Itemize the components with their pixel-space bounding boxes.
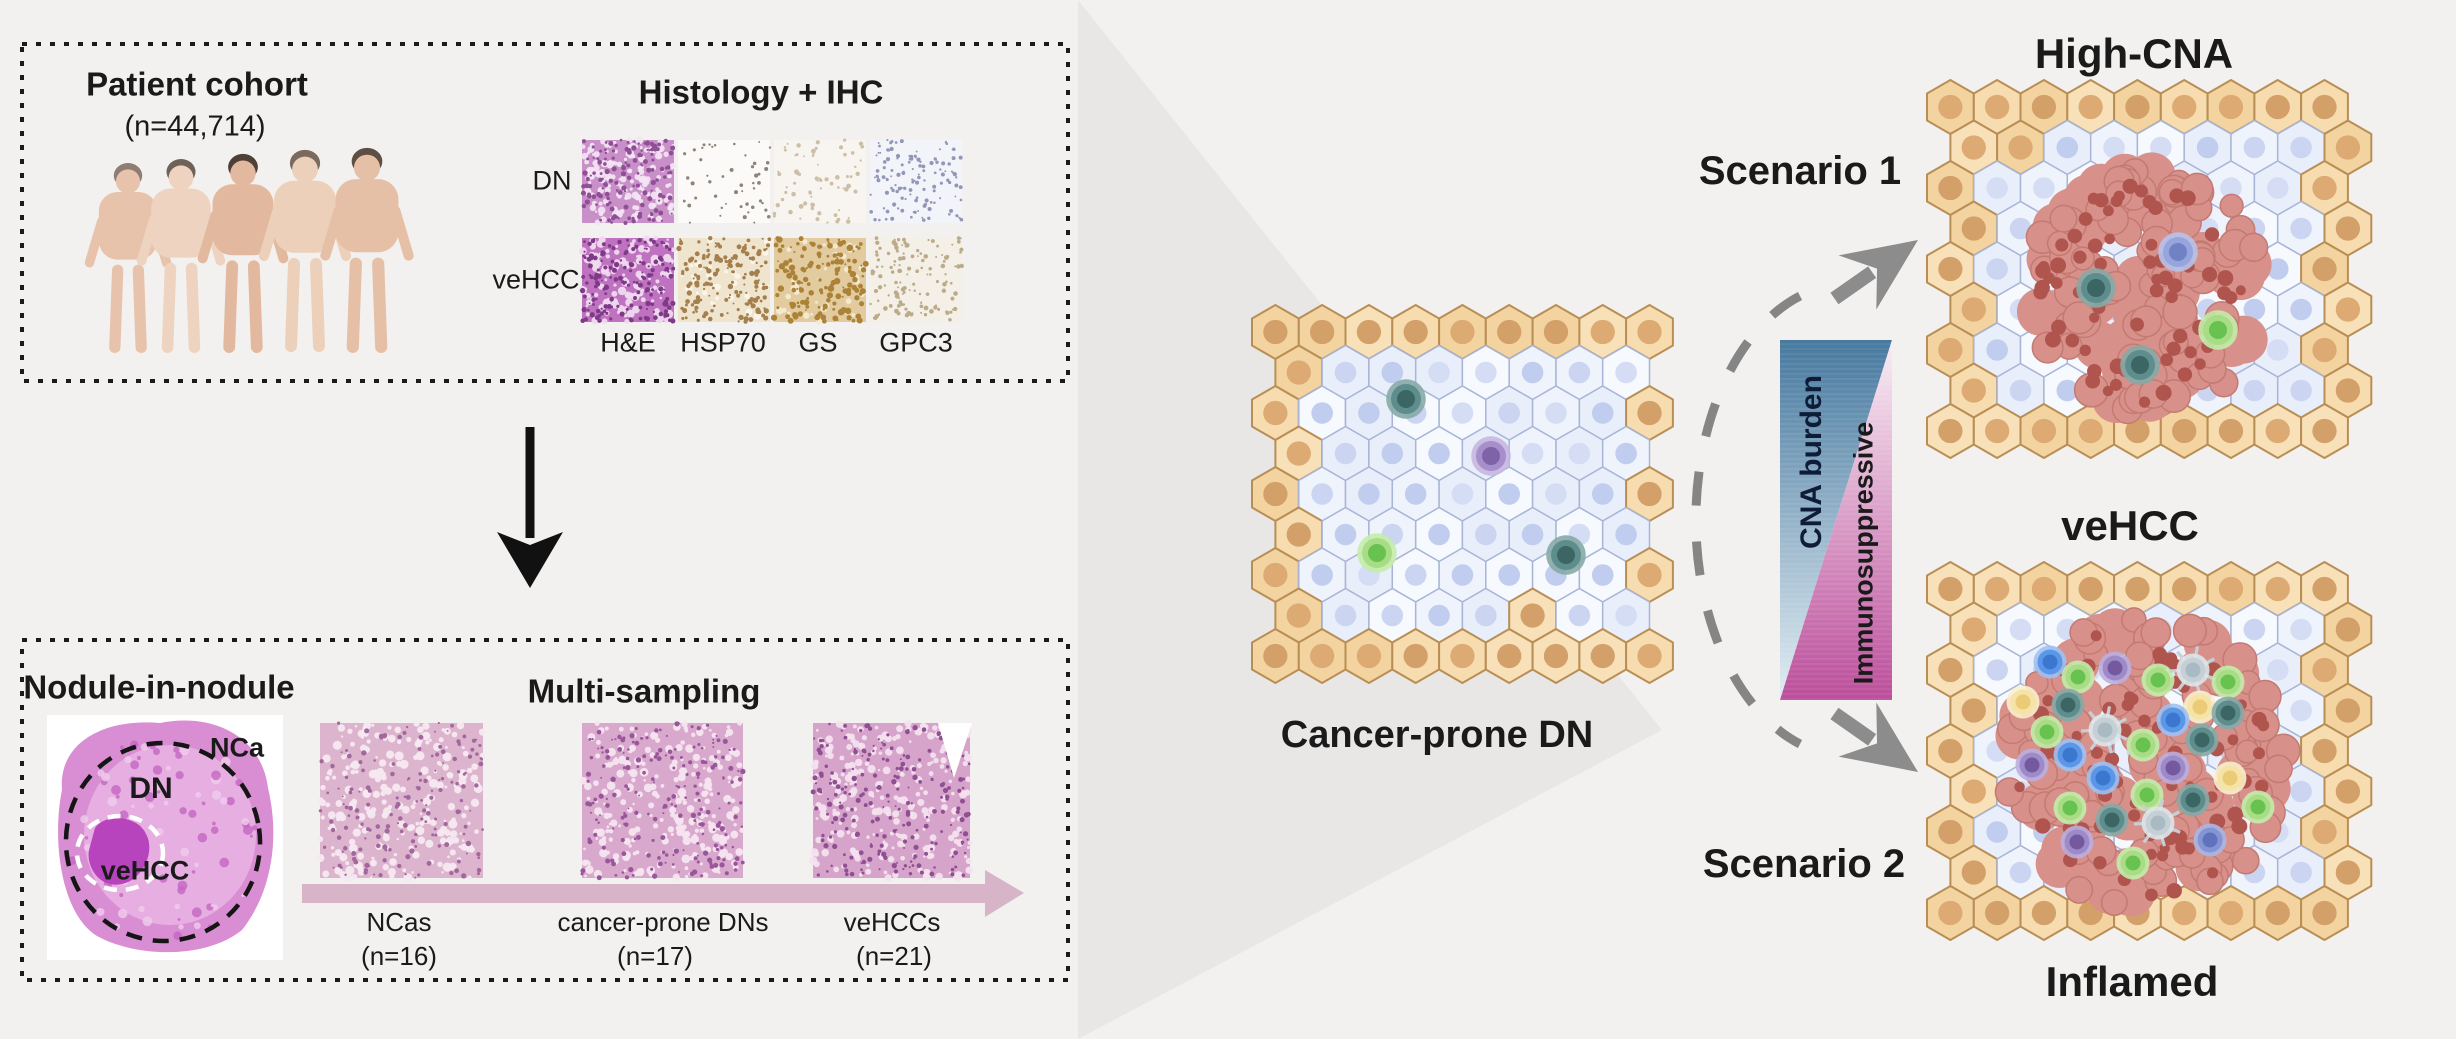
person-figure xyxy=(259,149,351,352)
scenario-1-label: Scenario 1 xyxy=(1698,149,1902,193)
down-arrow xyxy=(497,427,563,588)
col-label-gpc3: GPC3 xyxy=(879,327,953,358)
person-figure xyxy=(197,153,289,353)
immunosuppressive-label: Immunosuppressive xyxy=(1848,421,1879,685)
cancer-prone-dn-label: Cancer-prone DN xyxy=(1280,714,1594,756)
multi-sampling-title: Multi-sampling xyxy=(527,672,761,710)
row-label-dn: DN xyxy=(532,165,572,196)
ihc-image-vehcc-gpc3 xyxy=(869,236,964,322)
vehcc-mid-label: veHCC xyxy=(2061,502,2199,549)
ihc-image-dn-gs xyxy=(772,138,866,224)
person-figure xyxy=(320,147,414,354)
col-label-hsp70: HSP70 xyxy=(680,327,766,358)
ihc-image-dn-hsp70 xyxy=(678,140,772,224)
annotation-dn: DN xyxy=(129,772,173,805)
annotation-nca: NCa xyxy=(209,732,265,763)
cna-burden-label: CNA burden xyxy=(1795,375,1828,549)
cna-immunosuppressive-gradient-bar xyxy=(1780,340,1892,700)
multi-sampling-axis-arrow xyxy=(302,870,1024,917)
patient-cohort-title: Patient cohort xyxy=(86,65,308,103)
sample-label-vehccs: veHCCs xyxy=(843,907,941,937)
immune-cells-inflamed xyxy=(2006,645,2275,880)
annotation-vehcc: veHCC xyxy=(100,855,190,886)
immune-cells-cancer-prone-dn xyxy=(1357,379,1586,575)
high-cna-label: High-CNA xyxy=(2034,30,2234,77)
hexgrid-cancer-prone-dn xyxy=(1251,304,1674,684)
ihc-image-vehcc-hsp70 xyxy=(676,235,772,324)
vehcc-dashed-outline xyxy=(74,813,166,893)
scenario-arrow-2 xyxy=(1830,702,1918,772)
ihc-image-dn-he xyxy=(580,136,676,226)
ihc-image-dn-gpc3 xyxy=(869,139,964,223)
sample-count-ncas: (n=16) xyxy=(361,941,437,971)
sample-label-dns: cancer-prone DNs xyxy=(557,907,769,937)
immune-cells-high-cna xyxy=(2076,232,2238,385)
bifurcation-dashed-arc xyxy=(1691,292,1803,748)
sample-image-ncas xyxy=(316,720,486,883)
sample-image-dns xyxy=(579,720,746,881)
ihc-image-vehcc-gs xyxy=(770,236,869,325)
dn-dashed-outline xyxy=(63,740,263,944)
patient-cohort-count: (n=44,714) xyxy=(124,110,266,143)
scenario-2-label: Scenario 2 xyxy=(1702,842,1906,886)
person-figure xyxy=(84,163,172,353)
sample-image-vehccs xyxy=(809,719,973,882)
dotted-panel-border-1 xyxy=(20,42,1070,383)
nodule-in-nodule-title: Nodule-in-nodule xyxy=(23,668,295,706)
scenario-arrow-1 xyxy=(1830,240,1918,310)
col-label-he: H&E xyxy=(600,327,656,358)
sample-count-dns: (n=17) xyxy=(617,941,693,971)
histology-ihc-title: Histology + IHC xyxy=(638,73,884,111)
nodule-in-nodule-image xyxy=(47,715,283,960)
ihc-image-vehcc-he xyxy=(578,235,676,325)
sample-label-ncas: NCas xyxy=(366,907,432,937)
col-label-gs: GS xyxy=(798,327,838,358)
sample-count-vehccs: (n=21) xyxy=(856,941,932,971)
row-label-vehcc: veHCC xyxy=(492,264,580,295)
dotted-panel-border-2 xyxy=(20,638,1070,982)
inflamed-label: Inflamed xyxy=(2045,958,2219,1005)
